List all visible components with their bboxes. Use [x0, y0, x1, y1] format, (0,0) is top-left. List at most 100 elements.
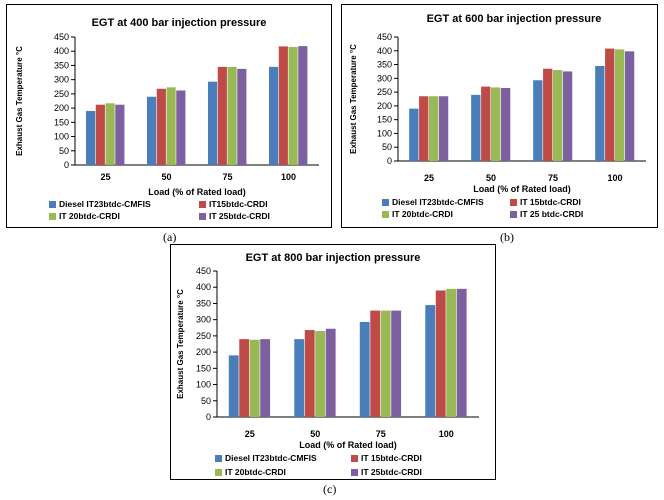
bar-3 — [227, 66, 237, 165]
chart-c: EGT at 800 bar injection pressure 0 50 100 1… — [176, 252, 479, 477]
bar-2 — [217, 66, 227, 165]
legend-swatch-3 — [49, 213, 56, 220]
bar-1 — [85, 110, 96, 165]
legend-label: Diesel IT23btdc-CMFIS — [392, 197, 484, 207]
y-tick-label: 50 — [59, 146, 69, 156]
x-tick-label: 75 — [376, 429, 386, 439]
y-tick-label: 350 — [54, 60, 69, 70]
bar-4 — [500, 87, 511, 161]
legend-label: Diesel IT23btdc-CMFIS — [59, 199, 151, 209]
caption-a: (a) — [163, 230, 177, 244]
bar-3 — [288, 46, 298, 166]
bar-3 — [249, 339, 260, 417]
x-tick-label: 100 — [439, 429, 454, 439]
x-tick-label: 50 — [161, 172, 171, 182]
bar-4 — [325, 328, 336, 417]
y-tick-label: 450 — [377, 32, 392, 42]
bar-4 — [237, 68, 247, 165]
legend-label: IT 25btdc-CRDI — [361, 467, 422, 477]
x-tick-label: 75 — [548, 173, 558, 183]
legend-swatch-2 — [351, 455, 358, 462]
y-tick-label: 50 — [201, 396, 211, 406]
chart-a: EGT at 400 bar injection pressure 0 50 100 1… — [15, 17, 319, 221]
y-tick-label: 200 — [377, 101, 392, 111]
bar-2 — [278, 46, 288, 165]
x-tick-label: 100 — [607, 173, 622, 183]
bar-2 — [95, 104, 105, 165]
bar-4 — [298, 46, 308, 166]
bar-1 — [268, 66, 279, 165]
y-tick-label: 150 — [196, 363, 211, 373]
bar-3 — [380, 310, 391, 417]
y-tick-label: 350 — [196, 298, 211, 308]
bar-2 — [156, 88, 166, 165]
bar-3 — [105, 103, 115, 165]
bar-1 — [471, 94, 481, 161]
y-tick-label: 150 — [377, 115, 392, 125]
y-tick-label: 250 — [54, 89, 69, 99]
y-tick-label: 400 — [377, 46, 392, 56]
bar-2 — [304, 330, 315, 417]
bar-3 — [553, 70, 563, 161]
y-tick-label: 100 — [54, 132, 69, 142]
caption-c: (c) — [323, 482, 337, 496]
legend-label: IT 25 btdc-CRDI — [520, 209, 583, 219]
x-tick-label: 50 — [486, 173, 496, 183]
y-tick-label: 250 — [196, 331, 211, 341]
legend-swatch-3 — [215, 469, 222, 476]
y-tick-label: 250 — [377, 87, 392, 97]
chart-panel-c: EGT at 800 bar injection pressure 0 50 100 1… — [170, 244, 496, 480]
legend-label: IT 15btdc-CRDI — [520, 197, 581, 207]
y-axis-label: Exhaust Gas Temperature °C — [349, 44, 358, 154]
x-tick-label: 100 — [281, 172, 296, 182]
bar-2 — [605, 48, 615, 161]
y-axis-label: Exhaust Gas Temperature °C — [15, 46, 24, 156]
bar-4 — [260, 339, 271, 417]
y-tick-label: 400 — [196, 282, 211, 292]
y-tick-label: 0 — [64, 160, 69, 170]
bar-4 — [391, 310, 402, 417]
x-axis-label: Load (% of Rated load) — [299, 440, 397, 450]
chart-panel-b: EGT at 600 bar injection pressure 0 50 100 1… — [341, 4, 658, 228]
bar-1 — [207, 81, 218, 165]
legend-label: IT 20btdc-CRDI — [59, 211, 120, 221]
y-tick-label: 100 — [196, 380, 211, 390]
x-tick-label: 25 — [100, 172, 110, 182]
caption-b: (b) — [500, 230, 514, 244]
bar-2 — [481, 86, 491, 161]
bar-3 — [166, 87, 176, 165]
bar-3 — [615, 49, 625, 161]
bar-1 — [425, 305, 436, 417]
x-tick-label: 75 — [222, 172, 232, 182]
y-axis-label: Exhaust Gas Temperature °C — [176, 289, 185, 399]
bar-2 — [419, 96, 429, 161]
y-tick-label: 450 — [54, 32, 69, 42]
chart-title: EGT at 600 bar injection pressure — [427, 13, 602, 25]
legend-swatch-1 — [382, 199, 389, 206]
bar-2 — [239, 339, 250, 417]
y-tick-label: 350 — [377, 60, 392, 70]
bar-4 — [176, 90, 186, 165]
bar-1 — [533, 80, 543, 161]
bar-2 — [370, 310, 381, 417]
chart-title: EGT at 400 bar injection pressure — [92, 17, 267, 29]
bar-1 — [146, 96, 157, 165]
y-tick-label: 450 — [196, 266, 211, 276]
legend-label: IT 20btdc-CRDI — [225, 467, 286, 477]
legend-swatch-4 — [351, 469, 358, 476]
y-tick-label: 300 — [377, 73, 392, 83]
legend-swatch-3 — [382, 211, 389, 218]
legend-swatch-2 — [510, 199, 517, 206]
bar-1 — [359, 321, 370, 417]
legend-swatch-1 — [215, 455, 222, 462]
y-tick-label: 100 — [377, 128, 392, 138]
bar-1 — [409, 108, 419, 161]
chart-panel-a: EGT at 400 bar injection pressure 0 50 100 1… — [6, 4, 332, 228]
y-tick-label: 200 — [196, 347, 211, 357]
x-axis-label: Load (% of Rated load) — [148, 187, 246, 197]
bar-4 — [562, 71, 573, 161]
y-tick-label: 0 — [206, 412, 211, 422]
bar-4 — [115, 104, 125, 165]
bar-1 — [294, 339, 305, 417]
bar-1 — [228, 355, 239, 417]
